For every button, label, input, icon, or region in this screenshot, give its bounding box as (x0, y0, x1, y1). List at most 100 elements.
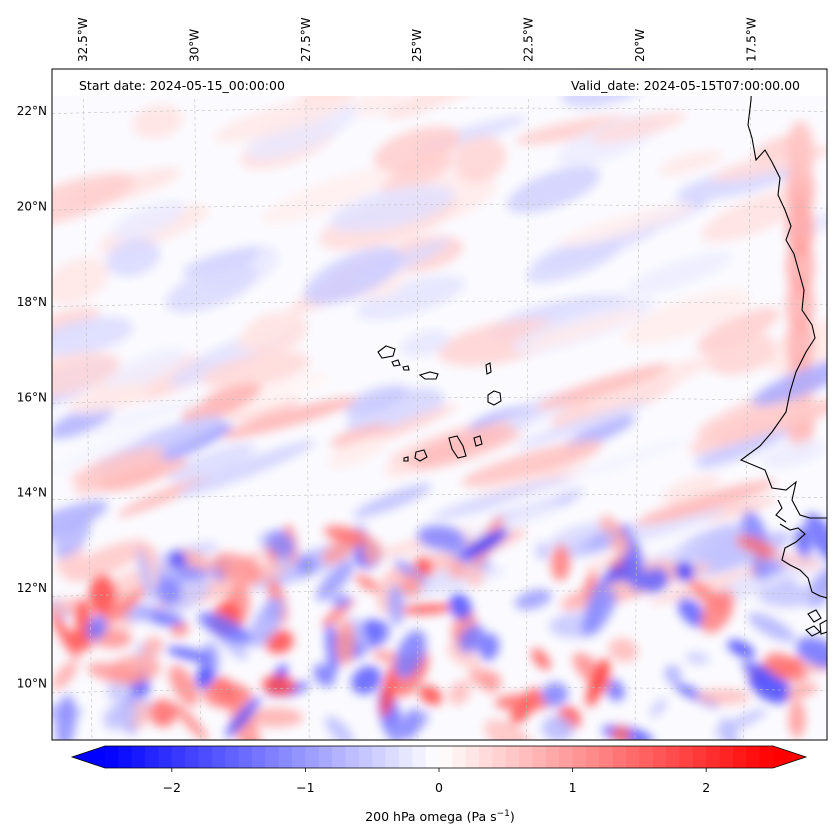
colorbar-segment (251, 746, 266, 768)
omega-cell (608, 637, 639, 663)
omega-cell (356, 275, 466, 321)
omega-cell (514, 589, 552, 610)
colorbar-label-exponent: −1 (497, 809, 510, 819)
omega-cell (458, 624, 485, 654)
omega-cell (661, 474, 721, 503)
omega-cell (658, 150, 722, 176)
omega-cell (168, 665, 199, 707)
colorbar-segment (545, 746, 560, 768)
colorbar-segment (118, 746, 133, 768)
colorbar-segment (372, 746, 386, 768)
valid-date-label: Valid_date: 2024-05-15T07:00:00.00 (571, 78, 800, 93)
colorbar-segment (185, 746, 199, 768)
omega-cell (453, 136, 507, 183)
omega-cell (547, 521, 612, 551)
omega-cell (234, 376, 331, 416)
colorbar-segment (332, 746, 346, 768)
cape-verde-santa-luzia (402, 365, 410, 371)
omega-cell (137, 547, 154, 605)
omega-cell (780, 683, 819, 701)
omega-cell (699, 429, 791, 469)
omega-cell (461, 440, 603, 487)
omega-cell (52, 424, 155, 476)
gridlines (52, 69, 827, 740)
parallel (52, 493, 827, 501)
omega-cell (704, 331, 776, 376)
omega-cell (515, 115, 633, 145)
colorbar-segment (358, 746, 373, 768)
colorbar-segment (479, 746, 493, 768)
omega-cell (261, 675, 296, 696)
omega-cell (202, 682, 252, 709)
colorbar-segment (599, 746, 614, 768)
lat-tick-label: 18°N (17, 295, 47, 309)
colorbar-segment (732, 746, 747, 768)
colorbar-segment (412, 746, 427, 768)
cape-verde-sal (485, 362, 492, 375)
omega-cell (261, 168, 394, 224)
bissau-islands (805, 609, 827, 637)
cape-verde-santo-antao (377, 345, 396, 359)
omega-cell (202, 351, 310, 390)
omega-cell (362, 538, 382, 565)
omega-cell (707, 398, 827, 440)
omega-cell (313, 663, 336, 687)
colorbar-extend-low (72, 746, 105, 768)
omega-cell (685, 652, 710, 664)
lon-tick-label: 20°W (633, 29, 647, 62)
omega-cell (741, 661, 791, 691)
omega-cell (52, 172, 135, 227)
omega-cell (86, 615, 107, 641)
omega-cell (325, 622, 340, 674)
colorbar-segment (345, 746, 360, 768)
omega-cell (324, 716, 354, 740)
lat-tick-label: 14°N (17, 486, 47, 500)
omega-cell (249, 597, 285, 648)
omega-cell (181, 383, 262, 424)
omega-cell (557, 203, 696, 247)
omega-cell (55, 694, 77, 740)
omega-cell (484, 719, 533, 740)
meridian (82, 69, 93, 740)
latitude-tick-labels: 22°N 20°N 18°N 16°N 14°N 12°N 10°N (17, 104, 47, 690)
omega-cell (751, 357, 827, 406)
colorbar-tick-label: −1 (296, 780, 314, 795)
parallel (52, 687, 827, 694)
omega-cell (117, 475, 212, 517)
omega-cell (400, 574, 423, 598)
colorbar-extend-high (773, 746, 806, 768)
omega-cell (394, 630, 427, 679)
omega-cell (68, 397, 207, 437)
omega-cell (330, 424, 391, 448)
omega-cell (664, 664, 682, 684)
omega-cell (635, 480, 776, 526)
omega-cell (316, 560, 355, 602)
colorbar-segment (105, 746, 119, 768)
colorbar-segment (131, 746, 146, 768)
colorbar-segment (318, 746, 333, 768)
omega-cell (52, 316, 134, 356)
omega-cell (622, 289, 751, 345)
colorbar-segment (585, 746, 600, 768)
cape-verde-sao-nicolau (418, 371, 439, 380)
omega-cell (304, 246, 403, 305)
colorbar-segment (559, 746, 573, 768)
omega-cell (167, 443, 257, 483)
omega-cell (52, 352, 121, 399)
meridian (305, 69, 310, 740)
omega-cell (541, 715, 574, 740)
omega-cell (448, 560, 466, 580)
lon-tick-label: 25°W (410, 29, 424, 62)
lon-tick-label: 30°W (188, 29, 202, 62)
omega-cell (106, 239, 161, 277)
omega-cell (177, 440, 316, 497)
omega-cell (521, 308, 643, 351)
cape-verde-fogo (414, 449, 428, 462)
omega-cell (148, 699, 177, 727)
omega-cell (713, 708, 768, 737)
parallel (52, 107, 827, 114)
omega-cell (95, 459, 189, 492)
omega-cell (344, 384, 409, 415)
meridian (526, 69, 529, 740)
start-date-label: Start date: 2024-05-15_00:00:00 (79, 78, 285, 93)
